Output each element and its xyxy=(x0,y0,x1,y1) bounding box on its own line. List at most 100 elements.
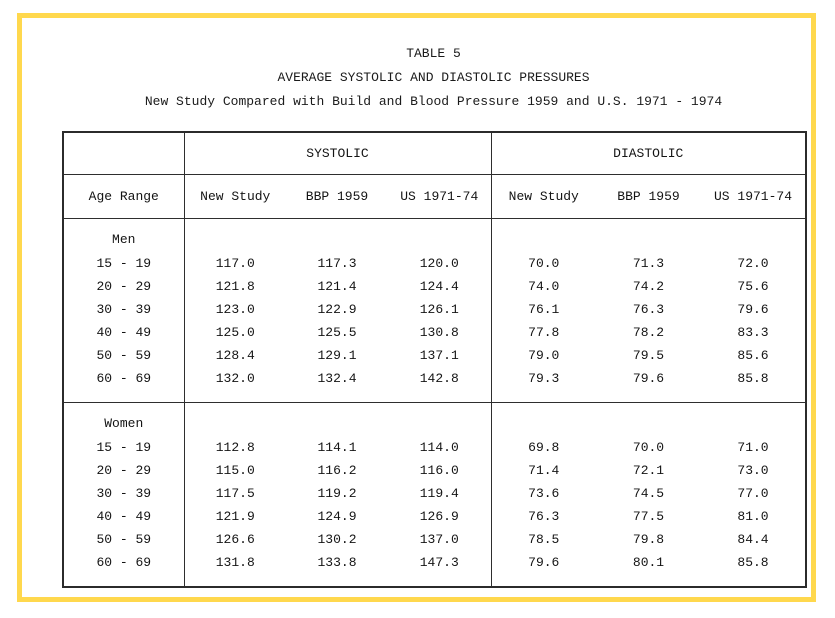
value-cell: 121.9 xyxy=(183,504,286,528)
value-cell: 112.8 xyxy=(183,435,286,459)
value-cell: 76.3 xyxy=(490,504,596,528)
value-cell: 79.3 xyxy=(490,366,596,403)
value-cell: 125.5 xyxy=(317,324,357,340)
empty-cell xyxy=(490,402,806,436)
empty-cell xyxy=(490,218,806,252)
value-cell: 85.8 xyxy=(701,366,806,403)
value-cell: 85.6 xyxy=(737,347,769,363)
value-cell: 79.6 xyxy=(737,301,769,317)
value-cell: 131.8 xyxy=(183,550,286,587)
value-cell: 121.8 xyxy=(183,274,286,298)
systolic-bbp-1959-header: BBP 1959 xyxy=(286,174,388,219)
value-cell: 70.0 xyxy=(490,251,596,275)
age-range-cell: 40 - 49 xyxy=(96,324,152,340)
table-number: TABLE 5 xyxy=(406,46,461,61)
value-cell: 77.0 xyxy=(737,485,769,501)
value-cell: 121.4 xyxy=(317,278,357,294)
value-cell: 79.8 xyxy=(632,531,665,547)
value-cell: 147.3 xyxy=(419,554,459,570)
value-cell: 71.4 xyxy=(490,458,596,482)
table-row: 50 - 59 126.6 130.2 137.0 78.5 79.8 84.4 xyxy=(63,527,806,551)
value-cell: 142.8 xyxy=(388,366,491,403)
value-cell: 76.1 xyxy=(490,297,596,321)
empty-cell xyxy=(183,402,491,436)
value-cell: 79.5 xyxy=(632,347,665,363)
value-cell: 76.3 xyxy=(632,301,665,317)
value-cell: 117.0 xyxy=(183,251,286,275)
section-label-row: Men xyxy=(63,218,806,252)
value-cell: 79.6 xyxy=(490,550,596,587)
section-label-row: Women xyxy=(63,402,806,436)
table-row: 30 - 39 123.0 122.9 126.1 76.1 76.3 79.6 xyxy=(63,297,806,321)
value-cell: 74.2 xyxy=(632,278,665,294)
table-row: 20 - 29 115.0 116.2 116.0 71.4 72.1 73.0 xyxy=(63,458,806,482)
column-header-row: Age Range New Study BBP 1959 US 1971-74 … xyxy=(63,174,806,219)
table-row: 15 - 19 112.8 114.1 114.0 69.8 70.0 71.0 xyxy=(63,435,806,459)
value-cell: 73.6 xyxy=(490,481,596,505)
systolic-group-header: SYSTOLIC xyxy=(183,132,491,175)
blood-pressure-table: SYSTOLIC DIASTOLIC Age Range New Study B… xyxy=(62,131,807,588)
age-range-cell: 20 - 29 xyxy=(96,462,152,478)
age-range-cell: 30 - 39 xyxy=(96,485,152,501)
title-block: TABLE 5 AVERAGE SYSTOLIC AND DIASTOLIC P… xyxy=(62,42,805,114)
group-header-row: SYSTOLIC DIASTOLIC xyxy=(63,132,806,175)
value-cell: 116.2 xyxy=(317,462,357,478)
value-cell: 117.5 xyxy=(183,481,286,505)
table-row: 60 - 69 131.8 133.8 147.3 79.6 80.1 85.8 xyxy=(63,550,806,587)
diastolic-bbp-1959-header: BBP 1959 xyxy=(596,174,701,219)
value-cell: 79.6 xyxy=(596,366,701,403)
value-cell: 126.9 xyxy=(419,508,459,524)
table-title: AVERAGE SYSTOLIC AND DIASTOLIC PRESSURES xyxy=(277,70,590,85)
value-cell: 119.2 xyxy=(317,485,357,501)
section-label: Women xyxy=(104,415,144,431)
value-cell: 128.4 xyxy=(183,343,286,367)
value-cell: 73.0 xyxy=(737,462,769,478)
value-cell: 75.6 xyxy=(737,278,769,294)
value-cell: 125.0 xyxy=(183,320,286,344)
value-cell: 69.8 xyxy=(490,435,596,459)
table-row: 40 - 49 121.9 124.9 126.9 76.3 77.5 81.0 xyxy=(63,504,806,528)
value-cell: 80.1 xyxy=(632,554,665,570)
value-cell: 117.3 xyxy=(317,255,357,271)
diastolic-group-header: DIASTOLIC xyxy=(490,132,806,175)
value-cell: 71.3 xyxy=(632,255,665,271)
age-range-header: Age Range xyxy=(63,174,184,219)
systolic-new-study-header: New Study xyxy=(183,174,286,219)
value-cell: 137.0 xyxy=(419,531,459,547)
value-cell: 119.4 xyxy=(419,485,459,501)
age-range-cell: 15 - 19 xyxy=(96,439,152,455)
table-row: 15 - 19 117.0 117.3 120.0 70.0 71.3 72.0 xyxy=(63,251,806,275)
systolic-us-1971-74-header: US 1971-74 xyxy=(388,174,491,219)
page-border-frame: TABLE 5 AVERAGE SYSTOLIC AND DIASTOLIC P… xyxy=(17,13,816,602)
value-cell: 71.0 xyxy=(737,439,769,455)
table-body: Men 15 - 19 117.0 117.3 120.0 70.0 71.3 72.0 20 … xyxy=(63,218,806,587)
value-cell: 130.8 xyxy=(419,324,459,340)
value-cell: 74.0 xyxy=(490,274,596,298)
value-cell: 130.2 xyxy=(317,531,357,547)
age-range-cell: 15 - 19 xyxy=(96,255,152,271)
diastolic-new-study-header: New Study xyxy=(490,174,596,219)
value-cell: 129.1 xyxy=(317,347,357,363)
value-cell: 84.4 xyxy=(737,531,769,547)
value-cell: 81.0 xyxy=(737,508,769,524)
diastolic-us-1971-74-header: US 1971-74 xyxy=(701,174,806,219)
value-cell: 132.4 xyxy=(286,366,388,403)
value-cell: 122.9 xyxy=(317,301,357,317)
age-range-cell: 20 - 29 xyxy=(96,278,152,294)
value-cell: 74.5 xyxy=(632,485,665,501)
age-range-cell: 50 - 59 xyxy=(96,347,152,363)
value-cell: 126.1 xyxy=(419,301,459,317)
table-row: 60 - 69 132.0 132.4 142.8 79.3 79.6 85.8 xyxy=(63,366,806,403)
table-subtitle: New Study Compared with Build and Blood … xyxy=(144,94,723,109)
table-row: 20 - 29 121.8 121.4 124.4 74.0 74.2 75.6 xyxy=(63,274,806,298)
value-cell: 72.0 xyxy=(737,255,769,271)
value-cell: 70.0 xyxy=(632,439,665,455)
corner-cell xyxy=(63,132,184,175)
value-cell: 85.8 xyxy=(737,554,769,570)
age-range-cell: 40 - 49 xyxy=(96,508,152,524)
value-cell: 78.5 xyxy=(490,527,596,551)
value-cell: 132.0 xyxy=(183,366,286,403)
section-label: Men xyxy=(112,231,136,247)
value-cell: 77.5 xyxy=(632,508,665,524)
